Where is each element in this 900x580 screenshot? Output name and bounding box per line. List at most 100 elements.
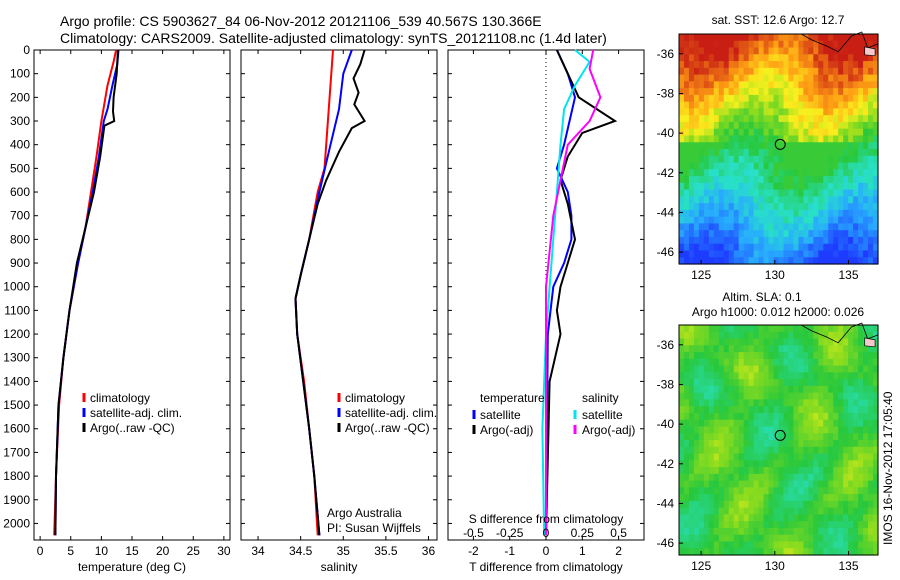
map-cell — [733, 372, 740, 380]
map-cell — [683, 480, 690, 488]
map-cell — [773, 196, 780, 204]
map-cell — [758, 54, 765, 62]
map-cell — [748, 196, 755, 204]
map-cell — [768, 534, 775, 543]
map-cell — [733, 209, 740, 218]
map-cell — [853, 473, 859, 482]
map-cell — [803, 216, 809, 225]
map-cell — [738, 40, 745, 49]
map-cell — [868, 101, 874, 110]
map-cell — [783, 182, 790, 191]
map-cell — [773, 182, 780, 191]
map-cell — [753, 331, 760, 340]
map-cell — [848, 230, 854, 238]
map-cell — [753, 527, 760, 536]
map-cell — [868, 467, 874, 475]
map-cell — [768, 331, 775, 340]
map-cell — [708, 358, 715, 367]
map-cell — [793, 223, 799, 231]
map-cell — [698, 500, 705, 509]
map-cell — [748, 419, 755, 428]
map-cell — [748, 54, 755, 62]
map-cell — [688, 67, 695, 76]
map-cell — [853, 216, 859, 225]
map-cell — [778, 243, 785, 252]
map-cell — [733, 196, 740, 204]
map-cell — [828, 162, 834, 170]
map-cell — [838, 487, 844, 495]
map-cell — [873, 135, 879, 143]
map-cell — [698, 541, 705, 549]
map-cell — [733, 176, 740, 184]
map-cell — [753, 426, 760, 434]
map-cell — [853, 507, 859, 516]
map-cell — [788, 460, 795, 468]
map-cell — [713, 406, 720, 414]
map-cell — [698, 358, 705, 367]
y-tick-label: 300 — [10, 114, 30, 128]
map-cell — [873, 480, 879, 488]
map-cell — [858, 61, 864, 69]
map-cell — [813, 358, 819, 367]
map-cell — [813, 223, 819, 231]
map-cell — [718, 521, 725, 529]
map-cell — [808, 446, 814, 455]
map-cell — [833, 487, 839, 495]
map-cell — [718, 433, 725, 441]
map-cell — [708, 121, 715, 130]
map-cell — [853, 135, 859, 143]
map-cell — [858, 149, 864, 157]
map-cell — [763, 182, 770, 191]
map-cell — [758, 534, 765, 543]
map-cell — [808, 338, 814, 346]
map-cell — [683, 338, 690, 346]
map-cell — [803, 467, 809, 475]
map-cell — [728, 406, 735, 414]
map-cell — [748, 358, 755, 367]
map-cell — [723, 412, 730, 421]
map-cell — [773, 121, 780, 130]
map-cell — [693, 209, 700, 218]
map-cell — [768, 128, 775, 137]
map-cell — [733, 149, 740, 157]
map-cell — [698, 406, 705, 414]
map-cell — [808, 40, 814, 49]
map-cell — [748, 372, 755, 380]
map-cell — [828, 379, 834, 387]
map-cell — [713, 480, 720, 488]
map-cell — [788, 101, 795, 110]
map-cell — [858, 541, 864, 549]
map-cell — [753, 548, 760, 556]
map-cell — [793, 467, 799, 475]
map-cell — [718, 203, 725, 211]
map-cell — [748, 216, 755, 225]
map-cell — [823, 149, 829, 157]
map-cell — [838, 446, 844, 455]
map-cell — [748, 467, 755, 475]
map-cell — [693, 230, 700, 238]
map-cell — [683, 419, 690, 428]
y-tick-label: 1900 — [3, 493, 30, 507]
map-cell — [708, 487, 715, 495]
map-cell — [858, 54, 864, 62]
map-cell — [818, 372, 824, 380]
map-cell — [748, 149, 755, 157]
map-cell — [833, 440, 839, 448]
map-cell — [828, 433, 834, 441]
map-cell — [808, 101, 814, 110]
map-cell — [733, 250, 740, 258]
map-cell — [843, 534, 849, 543]
map-cell — [723, 216, 730, 225]
map-cell — [738, 223, 745, 231]
map-cell — [708, 440, 715, 448]
map-cell — [793, 372, 799, 380]
map-cell — [768, 257, 775, 265]
map-cell — [688, 487, 695, 495]
map-cell — [838, 94, 844, 103]
map-cell — [838, 514, 844, 522]
map-cell — [798, 521, 804, 529]
map-cell — [823, 74, 829, 82]
map-cell — [738, 128, 745, 137]
map-cell — [703, 412, 710, 421]
map-cell — [768, 352, 775, 360]
